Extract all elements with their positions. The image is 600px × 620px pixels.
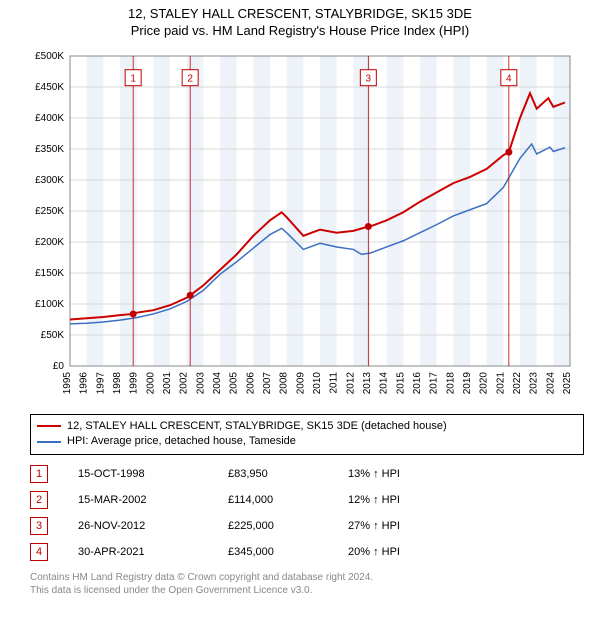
legend-row: HPI: Average price, detached house, Tame… — [37, 434, 577, 449]
svg-text:2016: 2016 — [412, 371, 423, 394]
svg-text:2003: 2003 — [195, 371, 206, 394]
svg-text:2002: 2002 — [179, 371, 190, 394]
legend-swatch-hpi — [37, 441, 61, 443]
sale-marker: 1 — [30, 465, 48, 483]
svg-text:4: 4 — [506, 73, 512, 84]
svg-text:3: 3 — [366, 73, 372, 84]
svg-text:£300K: £300K — [35, 175, 64, 186]
sale-date: 15-MAR-2002 — [78, 494, 228, 506]
legend-label-property: 12, STALEY HALL CRESCENT, STALYBRIDGE, S… — [67, 419, 447, 434]
price-chart: £0 £50K £100K £150K £200K £250K £300K £350K £400… — [20, 46, 580, 406]
svg-text:2004: 2004 — [212, 371, 223, 394]
svg-text:£0: £0 — [53, 361, 65, 372]
title-subtitle: Price paid vs. HM Land Registry's House … — [0, 23, 600, 40]
svg-text:£250K: £250K — [35, 206, 64, 217]
sale-diff: 12% ↑ HPI — [348, 494, 468, 506]
legend-label-hpi: HPI: Average price, detached house, Tame… — [67, 434, 296, 449]
svg-text:£350K: £350K — [35, 144, 64, 155]
svg-text:1: 1 — [130, 73, 136, 84]
sale-date: 15-OCT-1998 — [78, 468, 228, 480]
svg-text:£200K: £200K — [35, 237, 64, 248]
svg-text:2009: 2009 — [295, 371, 306, 394]
table-row: 4 30-APR-2021 £345,000 20% ↑ HPI — [30, 543, 570, 561]
title-block: 12, STALEY HALL CRESCENT, STALYBRIDGE, S… — [0, 0, 600, 40]
table-row: 2 15-MAR-2002 £114,000 12% ↑ HPI — [30, 491, 570, 509]
svg-text:2: 2 — [187, 73, 193, 84]
sale-diff: 13% ↑ HPI — [348, 468, 468, 480]
svg-text:£450K: £450K — [35, 82, 64, 93]
sale-price: £345,000 — [228, 546, 348, 558]
svg-text:2007: 2007 — [262, 371, 273, 394]
svg-text:2014: 2014 — [379, 371, 390, 394]
svg-text:1999: 1999 — [129, 371, 140, 394]
svg-text:2001: 2001 — [162, 371, 173, 394]
svg-text:2018: 2018 — [445, 371, 456, 394]
svg-text:2013: 2013 — [362, 371, 373, 394]
sale-diff: 20% ↑ HPI — [348, 546, 468, 558]
svg-text:£400K: £400K — [35, 113, 64, 124]
svg-text:2020: 2020 — [479, 371, 490, 394]
svg-text:2005: 2005 — [229, 371, 240, 394]
footnote: Contains HM Land Registry data © Crown c… — [30, 571, 590, 597]
table-row: 3 26-NOV-2012 £225,000 27% ↑ HPI — [30, 517, 570, 535]
svg-text:£50K: £50K — [41, 330, 65, 341]
sale-price: £225,000 — [228, 520, 348, 532]
svg-text:2011: 2011 — [329, 371, 340, 393]
svg-text:2017: 2017 — [429, 371, 440, 394]
sale-price: £114,000 — [228, 494, 348, 506]
svg-text:1998: 1998 — [112, 371, 123, 394]
sale-date: 30-APR-2021 — [78, 546, 228, 558]
svg-text:2012: 2012 — [345, 371, 356, 394]
title-address: 12, STALEY HALL CRESCENT, STALYBRIDGE, S… — [0, 6, 600, 23]
sale-marker: 2 — [30, 491, 48, 509]
footnote-line: Contains HM Land Registry data © Crown c… — [30, 571, 590, 584]
sale-marker: 4 — [30, 543, 48, 561]
svg-text:2010: 2010 — [312, 371, 323, 394]
sale-date: 26-NOV-2012 — [78, 520, 228, 532]
sales-table: 1 15-OCT-1998 £83,950 13% ↑ HPI 2 15-MAR… — [30, 465, 570, 561]
sale-price: £83,950 — [228, 468, 348, 480]
svg-text:1997: 1997 — [95, 371, 106, 394]
svg-text:2025: 2025 — [562, 371, 573, 394]
svg-text:2023: 2023 — [529, 371, 540, 394]
legend-row: 12, STALEY HALL CRESCENT, STALYBRIDGE, S… — [37, 419, 577, 434]
svg-text:2024: 2024 — [545, 371, 556, 394]
table-row: 1 15-OCT-1998 £83,950 13% ↑ HPI — [30, 465, 570, 483]
svg-text:2000: 2000 — [145, 371, 156, 394]
svg-text:£100K: £100K — [35, 299, 64, 310]
svg-text:2006: 2006 — [245, 371, 256, 394]
legend: 12, STALEY HALL CRESCENT, STALYBRIDGE, S… — [30, 414, 584, 455]
svg-text:2022: 2022 — [512, 371, 523, 394]
legend-swatch-property — [37, 425, 61, 427]
svg-text:2021: 2021 — [495, 371, 506, 394]
sale-diff: 27% ↑ HPI — [348, 520, 468, 532]
svg-text:2008: 2008 — [279, 371, 290, 394]
svg-text:2015: 2015 — [395, 371, 406, 394]
svg-text:£150K: £150K — [35, 268, 64, 279]
footnote-line: This data is licensed under the Open Gov… — [30, 584, 590, 597]
svg-text:£500K: £500K — [35, 51, 64, 62]
sale-marker: 3 — [30, 517, 48, 535]
svg-text:1995: 1995 — [62, 371, 73, 394]
svg-text:1996: 1996 — [79, 371, 90, 394]
svg-text:2019: 2019 — [462, 371, 473, 394]
